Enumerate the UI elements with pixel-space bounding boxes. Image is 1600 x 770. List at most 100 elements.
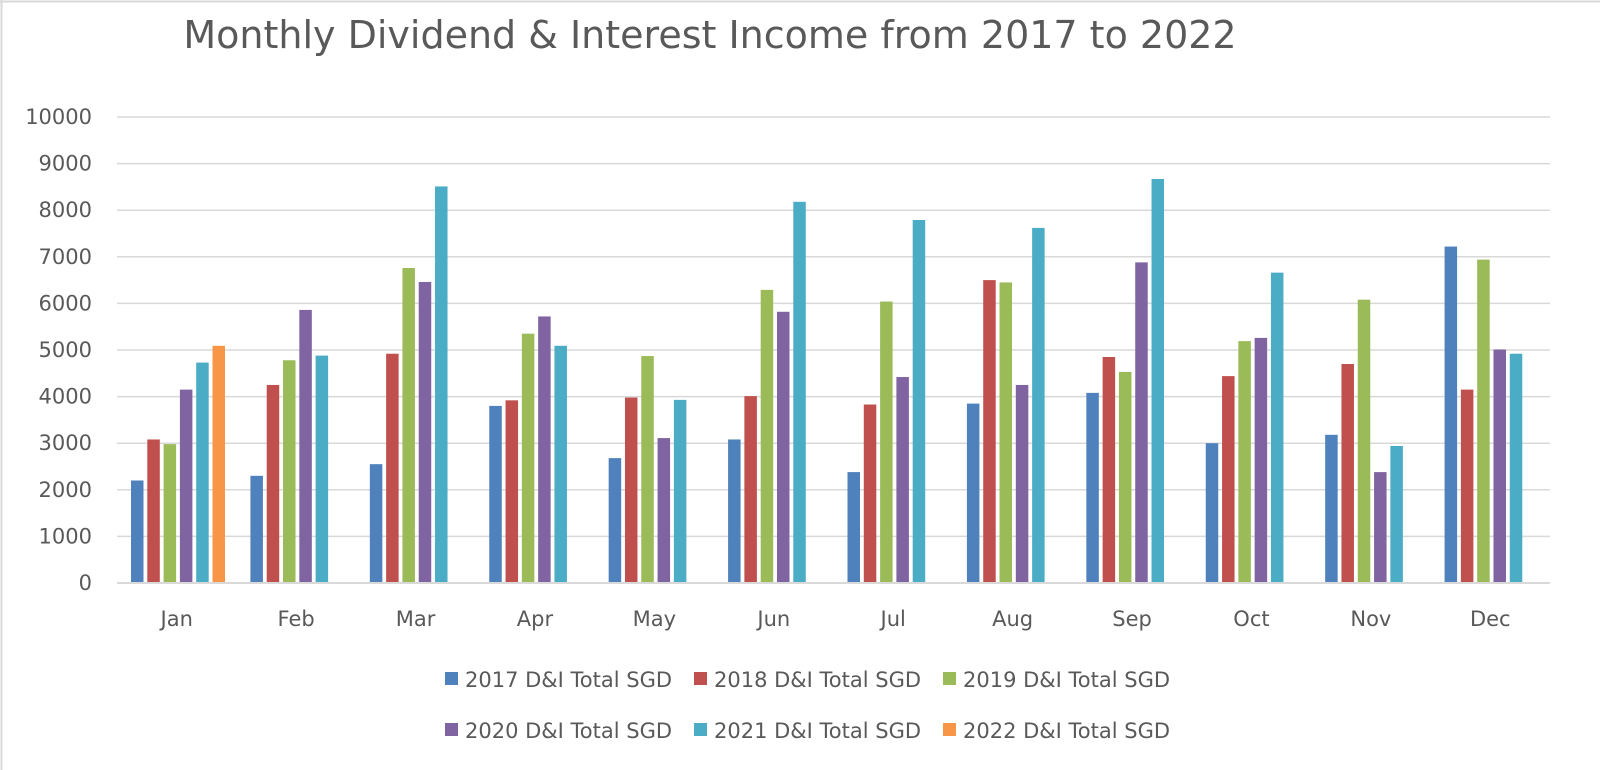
y-tick-label: 6000 — [39, 291, 92, 315]
bar — [386, 353, 399, 583]
x-tick-label: Oct — [1233, 607, 1269, 631]
y-tick-label: 7000 — [39, 245, 92, 269]
bar — [793, 201, 806, 583]
y-axis-ticks: 0 1000 2000 3000 4000 5000 6000 7000 8000 9000 100… — [25, 105, 92, 595]
bar — [418, 281, 432, 583]
bar — [402, 267, 415, 583]
bar — [1222, 376, 1235, 583]
bar — [966, 403, 980, 583]
legend-swatch — [694, 672, 707, 685]
bar — [641, 356, 654, 583]
bar — [1238, 341, 1251, 583]
bar — [912, 219, 926, 583]
bar — [999, 282, 1013, 583]
legend-swatch — [694, 723, 707, 736]
legend-label: 2018 D&I Total SGD — [714, 668, 921, 692]
bar — [1205, 443, 1219, 583]
bar — [369, 464, 383, 583]
x-tick-label: Feb — [278, 607, 315, 631]
x-tick-label: Jan — [159, 607, 193, 631]
y-tick-label: 5000 — [39, 338, 92, 362]
bar — [163, 444, 177, 583]
legend-swatch — [943, 672, 956, 685]
legend-item: 2019 D&I Total SGD — [943, 668, 1170, 692]
bar — [266, 384, 280, 583]
bar — [538, 316, 551, 583]
bar — [728, 439, 741, 583]
bar — [744, 396, 757, 583]
bar — [489, 405, 502, 583]
y-tick-label: 9000 — [39, 152, 92, 176]
x-tick-label: Sep — [1112, 607, 1152, 631]
x-tick-label: Jun — [755, 607, 790, 631]
bar — [673, 399, 687, 583]
legend-label: 2019 D&I Total SGD — [963, 668, 1170, 692]
bar — [1374, 472, 1387, 583]
bar — [1032, 227, 1045, 583]
bar — [315, 355, 329, 583]
x-tick-label: May — [633, 607, 676, 631]
y-tick-label: 0 — [79, 571, 92, 595]
legend-swatch — [445, 723, 458, 736]
bar — [554, 345, 567, 583]
legend-item: 2022 D&I Total SGD — [943, 719, 1170, 743]
legend-swatch — [943, 723, 956, 736]
legend-swatch — [445, 672, 458, 685]
bar — [1151, 178, 1165, 583]
bar — [147, 439, 160, 583]
bar — [1325, 434, 1338, 583]
legend-item: 2018 D&I Total SGD — [694, 668, 921, 692]
x-tick-label: Jul — [879, 607, 906, 631]
x-axis-ticks: Jan Feb Mar Apr May Jun Jul Aug Sep Oct Nov Dec — [159, 607, 1511, 631]
bar — [179, 389, 193, 583]
bar — [1390, 445, 1403, 583]
bar — [1015, 384, 1029, 583]
bar — [1086, 392, 1099, 583]
bar — [1118, 371, 1132, 583]
bar — [131, 480, 144, 583]
x-tick-label: Dec — [1470, 607, 1511, 631]
y-tick-label: 1000 — [39, 524, 92, 548]
bar — [1270, 272, 1284, 583]
legend-item: 2021 D&I Total SGD — [694, 719, 921, 743]
bar — [1341, 363, 1354, 583]
x-tick-label: Nov — [1350, 607, 1391, 631]
bar — [521, 333, 535, 583]
y-tick-label: 2000 — [39, 478, 92, 502]
y-tick-label: 8000 — [39, 198, 92, 222]
legend-label: 2017 D&I Total SGD — [465, 668, 672, 692]
bar — [212, 345, 225, 583]
bar — [983, 280, 996, 583]
x-tick-label: Aug — [992, 607, 1033, 631]
bar — [760, 289, 774, 583]
bar — [657, 438, 671, 583]
bar — [847, 472, 860, 583]
bar — [283, 360, 296, 583]
bar — [196, 362, 209, 583]
bar — [505, 400, 519, 583]
bar — [624, 397, 638, 583]
bar — [863, 404, 877, 583]
bar — [1444, 246, 1458, 583]
bar — [435, 186, 448, 583]
x-tick-label: Mar — [396, 607, 436, 631]
y-tick-label: 4000 — [39, 385, 92, 409]
legend: 2017 D&I Total SGD 2018 D&I Total SGD 2019… — [445, 668, 1170, 743]
legend-item: 2020 D&I Total SGD — [445, 719, 672, 743]
bar — [250, 475, 263, 583]
bar — [880, 301, 893, 583]
legend-label: 2020 D&I Total SGD — [465, 719, 672, 743]
bar — [1477, 259, 1490, 583]
bar — [776, 311, 790, 583]
bar — [896, 377, 909, 583]
bar — [1493, 349, 1506, 583]
bars — [117, 178, 1550, 584]
chart-title: Monthly Dividend & Interest Income from … — [183, 13, 1236, 57]
y-tick-label: 3000 — [39, 431, 92, 455]
x-tick-label: Apr — [517, 607, 554, 631]
y-tick-label: 10000 — [25, 105, 92, 129]
bar — [299, 309, 312, 583]
bar — [1135, 262, 1148, 583]
